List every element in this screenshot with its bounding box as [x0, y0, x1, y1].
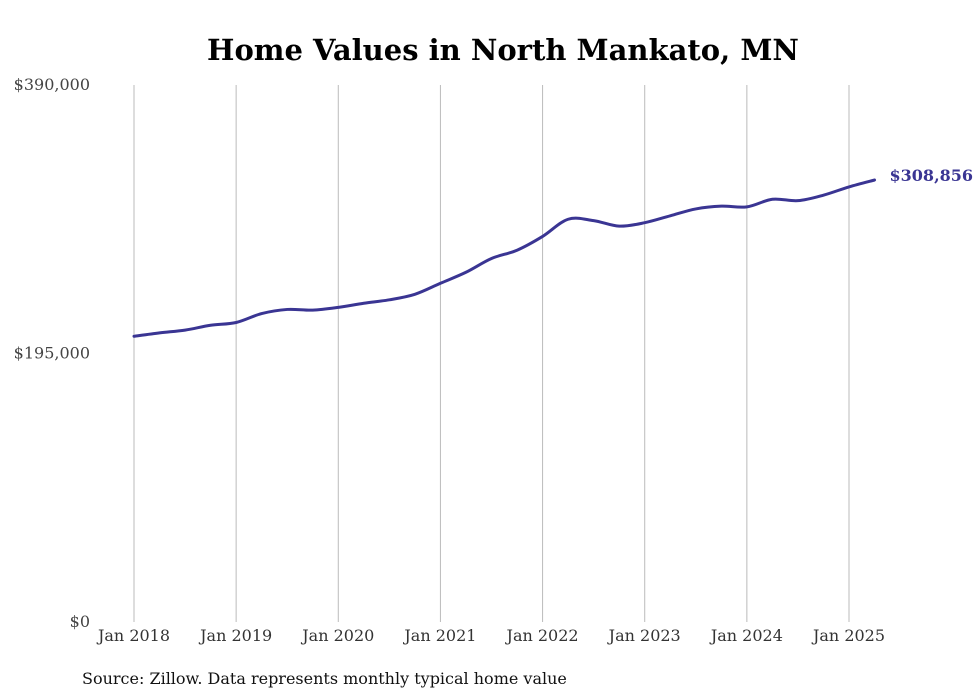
x-tick-label: Jan 2025	[811, 626, 885, 645]
x-tick-label: Jan 2022	[505, 626, 579, 645]
x-tick-label: Jan 2018	[96, 626, 170, 645]
source-note: Source: Zillow. Data represents monthly …	[82, 669, 567, 688]
latest-value-label: $308,856	[890, 166, 974, 185]
y-tick-label: $195,000	[14, 344, 90, 363]
x-tick-label: Jan 2020	[300, 626, 374, 645]
home-value-line	[132, 178, 877, 338]
x-axis-ticks: Jan 2018 Jan 2019 Jan 2020 Jan 2021 Jan 2022…	[96, 626, 885, 645]
x-tick-label: Jan 2024	[709, 626, 783, 645]
y-axis-ticks: $0 $195,000 $390,000	[14, 75, 90, 631]
y-tick-label: $0	[70, 612, 90, 631]
x-tick-label: Jan 2021	[402, 626, 476, 645]
x-tick-label: Jan 2019	[198, 626, 272, 645]
chart-title: Home Values in North Mankato, MN	[207, 33, 799, 67]
y-tick-label: $390,000	[14, 75, 90, 94]
gridlines	[133, 85, 850, 622]
x-tick-label: Jan 2023	[607, 626, 681, 645]
